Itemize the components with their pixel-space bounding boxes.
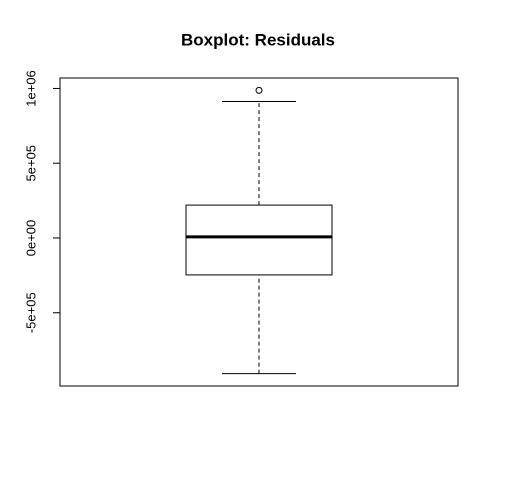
box	[185, 204, 333, 276]
outlier	[255, 86, 263, 94]
y-tick-label: 5e+05	[23, 145, 38, 182]
plot-frame	[59, 77, 459, 387]
y-tick-label: 1e+06	[23, 70, 38, 107]
y-tick-label: 0e+00	[23, 220, 38, 257]
chart-title: Boxplot: Residuals	[181, 30, 335, 49]
y-tick-label: -5e+05	[23, 292, 38, 333]
